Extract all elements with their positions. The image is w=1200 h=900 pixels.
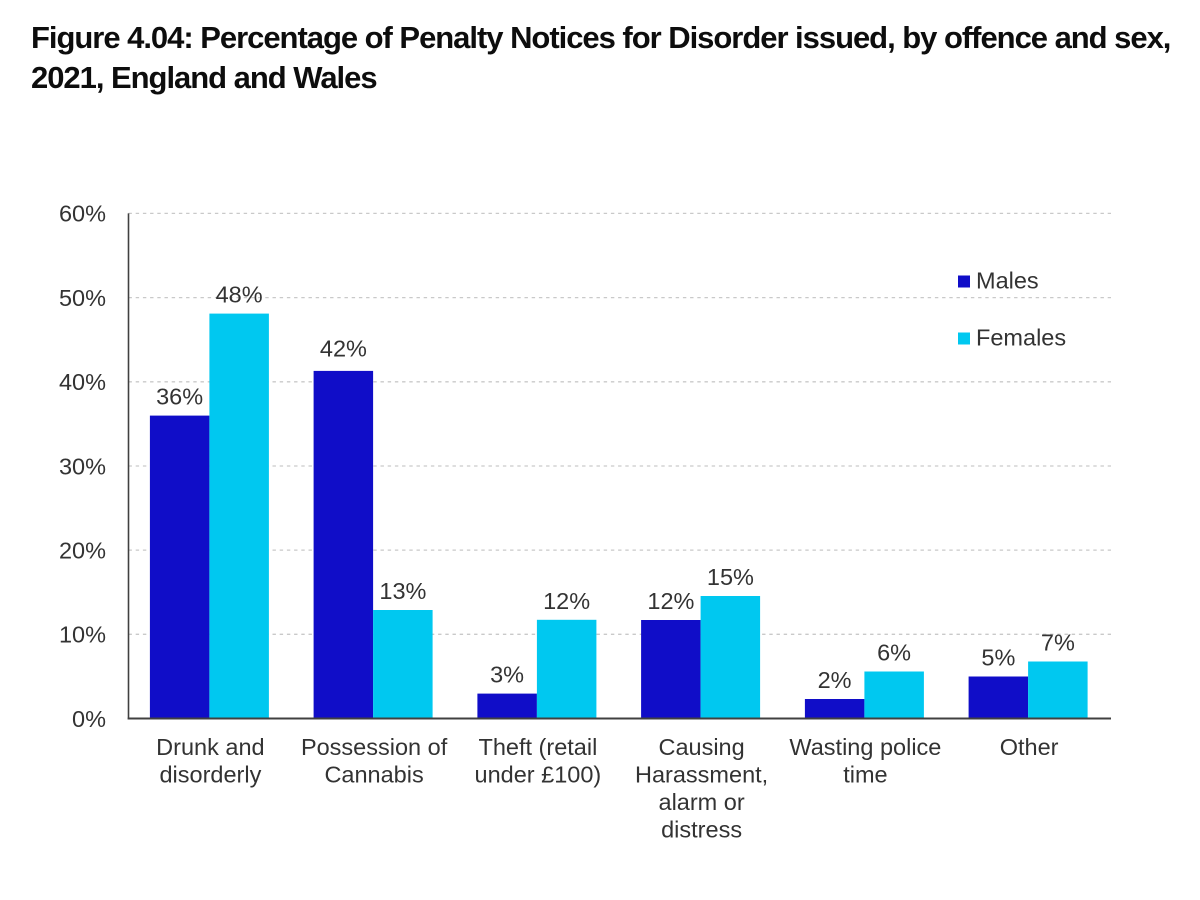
svg-text:Causing: Causing bbox=[658, 734, 744, 760]
svg-text:Possession of: Possession of bbox=[301, 734, 448, 760]
svg-text:Females: Females bbox=[976, 325, 1066, 351]
svg-text:10%: 10% bbox=[59, 622, 106, 648]
svg-text:Cannabis: Cannabis bbox=[324, 762, 423, 788]
svg-text:Wasting police: Wasting police bbox=[789, 734, 941, 760]
svg-text:60%: 60% bbox=[59, 201, 106, 227]
svg-text:0%: 0% bbox=[72, 706, 106, 732]
svg-text:time: time bbox=[843, 762, 887, 788]
svg-text:Other: Other bbox=[1000, 734, 1059, 760]
svg-text:distress: distress bbox=[661, 817, 742, 843]
svg-text:30%: 30% bbox=[59, 453, 106, 479]
svg-text:12%: 12% bbox=[543, 588, 590, 614]
svg-text:42%: 42% bbox=[320, 335, 367, 361]
svg-text:disorderly: disorderly bbox=[159, 762, 261, 788]
svg-text:2%: 2% bbox=[818, 667, 852, 693]
svg-text:Harassment,: Harassment, bbox=[635, 762, 768, 788]
svg-text:5%: 5% bbox=[981, 645, 1015, 671]
svg-text:Males: Males bbox=[976, 268, 1039, 294]
svg-text:3%: 3% bbox=[490, 662, 524, 688]
svg-text:13%: 13% bbox=[379, 578, 426, 604]
svg-text:6%: 6% bbox=[877, 640, 911, 666]
svg-text:50%: 50% bbox=[59, 285, 106, 311]
svg-text:36%: 36% bbox=[156, 384, 203, 410]
svg-text:48%: 48% bbox=[216, 282, 263, 308]
svg-text:Theft (retail: Theft (retail bbox=[478, 734, 597, 760]
svg-text:15%: 15% bbox=[707, 564, 754, 590]
svg-text:12%: 12% bbox=[647, 588, 694, 614]
svg-text:40%: 40% bbox=[59, 369, 106, 395]
svg-text:alarm or: alarm or bbox=[659, 789, 745, 815]
svg-text:20%: 20% bbox=[59, 537, 106, 563]
svg-text:7%: 7% bbox=[1041, 630, 1075, 656]
svg-text:Drunk and: Drunk and bbox=[156, 734, 264, 760]
svg-text:under £100): under £100) bbox=[475, 762, 602, 788]
